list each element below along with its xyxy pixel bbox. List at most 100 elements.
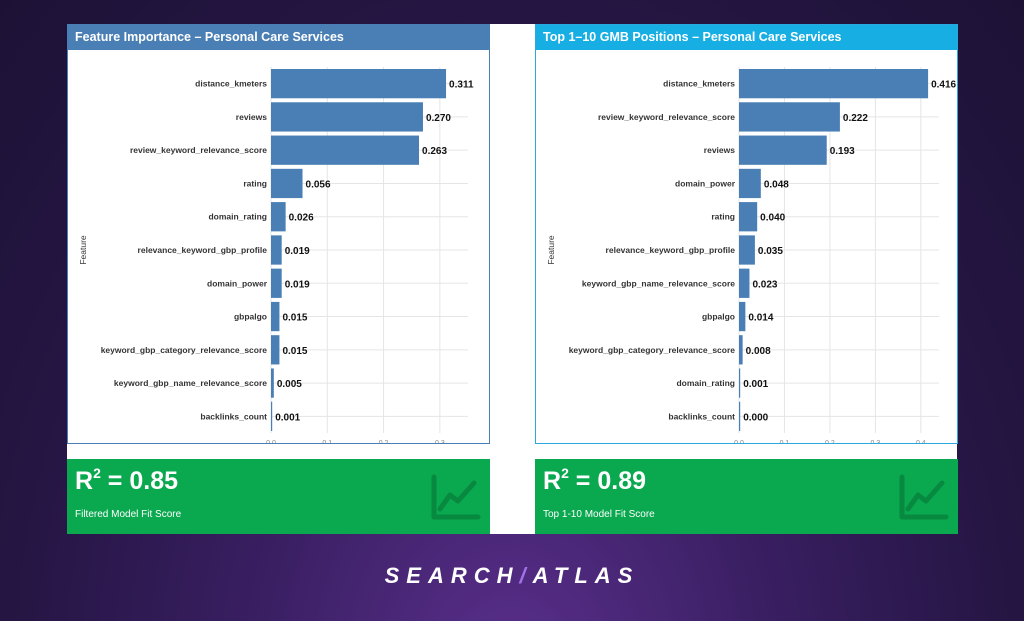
value-label: 0.008 — [746, 346, 771, 357]
top10-model-fit-card: R2 = 0.89 Top 1-10 Model Fit Score — [535, 459, 958, 534]
feature-label: relevance_keyword_gbp_profile — [606, 245, 736, 255]
feature-label: distance_kmeters — [663, 79, 735, 89]
x-tick-label: 0.4 — [916, 440, 926, 443]
r-squared-sup: 2 — [561, 465, 569, 481]
value-label: 0.014 — [748, 313, 773, 324]
feature-label: review_keyword_relevance_score — [130, 145, 267, 155]
bar — [739, 168, 761, 199]
bar — [739, 268, 750, 298]
value-label: 0.001 — [743, 379, 768, 390]
bar — [739, 401, 741, 432]
feature-label: reviews — [236, 112, 267, 122]
feature-label: domain_rating — [208, 212, 267, 222]
r-squared-eq: = — [100, 467, 130, 495]
bar — [739, 135, 827, 165]
bar — [739, 202, 758, 232]
bar — [271, 268, 282, 298]
bar — [271, 135, 420, 165]
feature-importance-title: Feature Importance – Personal Care Servi… — [68, 25, 489, 50]
r-squared-value: R2 = 0.85 — [75, 465, 179, 496]
bar — [271, 401, 273, 432]
bar — [739, 368, 741, 398]
search-atlas-logo: SEARCH/ATLAS — [0, 563, 1024, 589]
value-label: 0.015 — [282, 346, 307, 357]
fit-score-label: Filtered Model Fit Score — [75, 509, 182, 520]
value-label: 0.001 — [275, 412, 300, 423]
feature-label: keyword_gbp_category_relevance_score — [569, 345, 736, 355]
trend-chart-icon — [899, 474, 949, 520]
brand-part1: SEARCH — [384, 563, 520, 588]
feature-label: distance_kmeters — [195, 79, 267, 89]
bar — [271, 301, 280, 332]
feature-label: backlinks_count — [200, 411, 267, 421]
feature-label: keyword_gbp_name_relevance_score — [582, 278, 735, 288]
value-label: 0.026 — [289, 213, 314, 224]
x-tick-label: 0.2 — [825, 440, 835, 443]
feature-label: backlinks_count — [668, 411, 735, 421]
value-label: 0.040 — [760, 213, 785, 224]
bar — [271, 235, 282, 265]
r-squared-value: R2 = 0.89 — [543, 465, 647, 496]
filtered-model-fit-card: R2 = 0.85 Filtered Model Fit Score — [67, 459, 490, 534]
value-label: 0.023 — [752, 279, 777, 290]
value-label: 0.005 — [277, 379, 302, 390]
r-squared-prefix: R — [543, 467, 562, 495]
x-tick-label: 0.0 — [734, 440, 744, 443]
bar — [271, 102, 423, 132]
x-tick-label: 0.3 — [870, 440, 880, 443]
value-label: 0.048 — [764, 179, 789, 190]
trend-chart-icon — [431, 474, 481, 520]
brand-slash: / — [519, 563, 533, 588]
value-label: 0.035 — [758, 246, 783, 257]
value-label: 0.056 — [306, 179, 331, 190]
y-axis-title: Feature — [78, 235, 88, 265]
bar — [739, 102, 840, 132]
x-tick-label: 0.2 — [379, 440, 389, 443]
value-label: 0.222 — [843, 113, 868, 124]
feature-label: keyword_gbp_category_relevance_score — [101, 345, 268, 355]
value-label: 0.263 — [422, 146, 447, 157]
gmb-positions-chart: 0.0 0.1 0.2 0.3 0.4 distance_kmeters 0.416 revi… — [546, 67, 957, 443]
feature-importance-card: Feature Importance – Personal Care Servi… — [67, 24, 490, 444]
feature-label: domain_rating — [676, 378, 735, 388]
bar — [271, 202, 286, 232]
value-label: 0.019 — [285, 246, 310, 257]
value-label: 0.270 — [426, 113, 451, 124]
feature-label: domain_power — [207, 278, 268, 288]
r-squared-prefix: R — [75, 467, 94, 495]
value-label: 0.311 — [449, 80, 474, 91]
feature-label: gbpalgo — [234, 312, 267, 322]
feature-label: relevance_keyword_gbp_profile — [138, 245, 268, 255]
bar — [739, 301, 746, 332]
bar — [271, 335, 280, 365]
bar — [739, 235, 755, 265]
x-tick-label: 0.3 — [435, 440, 445, 443]
feature-label: domain_power — [675, 178, 736, 188]
bar — [271, 68, 447, 99]
bar — [739, 335, 743, 365]
value-label: 0.000 — [743, 412, 768, 423]
y-axis-title: Feature — [546, 235, 556, 265]
feature-label: reviews — [704, 145, 735, 155]
feature-importance-chart: 0.0 0.1 0.2 0.3 distance_kmeters 0.311 reviews… — [78, 67, 474, 443]
r-squared-eq: = — [568, 467, 598, 495]
r-squared-number: 0.85 — [129, 467, 179, 495]
r-squared-sup: 2 — [93, 465, 101, 481]
value-label: 0.193 — [830, 146, 855, 157]
x-tick-label: 0.1 — [322, 440, 332, 443]
bar — [271, 368, 274, 398]
value-label: 0.416 — [931, 80, 956, 91]
feature-label: keyword_gbp_name_relevance_score — [114, 378, 267, 388]
gmb-positions-card: Top 1–10 GMB Positions – Personal Care S… — [535, 24, 958, 444]
x-tick-label: 0.1 — [780, 440, 790, 443]
x-tick-label: 0.0 — [266, 440, 276, 443]
value-label: 0.019 — [285, 279, 310, 290]
bar — [739, 68, 929, 99]
feature-label: rating — [243, 178, 267, 188]
feature-label: review_keyword_relevance_score — [598, 112, 735, 122]
r-squared-number: 0.89 — [597, 467, 647, 495]
value-label: 0.015 — [282, 313, 307, 324]
gmb-positions-title: Top 1–10 GMB Positions – Personal Care S… — [536, 25, 957, 50]
bar — [271, 168, 303, 199]
brand-part2: ATLAS — [532, 563, 640, 588]
